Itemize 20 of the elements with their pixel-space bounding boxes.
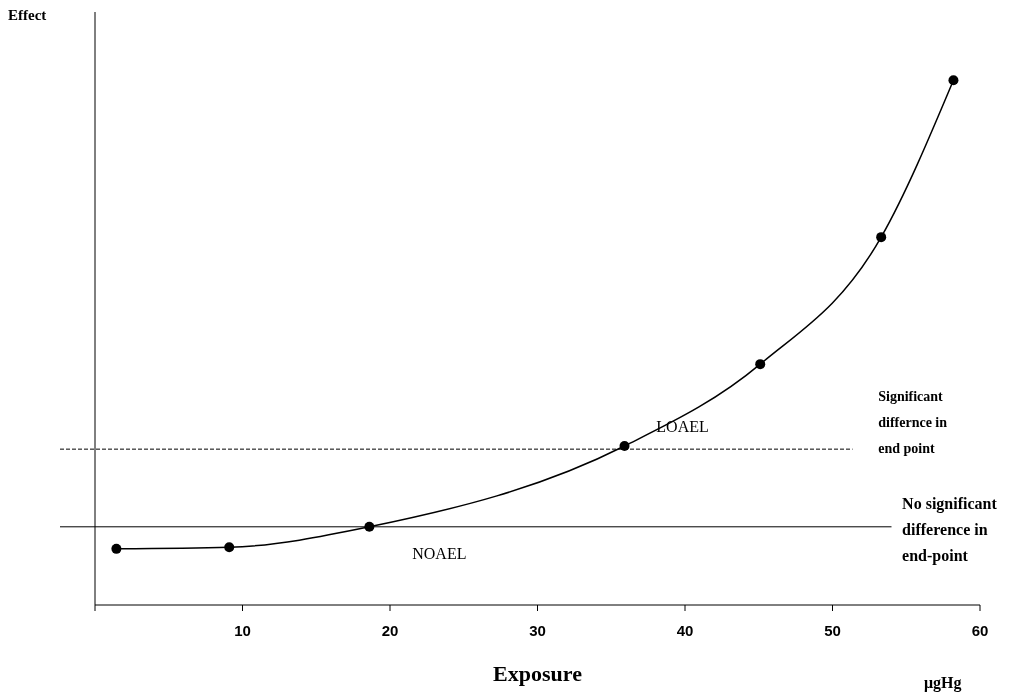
point: [755, 359, 766, 370]
x-tick-label: 60: [971, 621, 989, 639]
text: Effect: [8, 7, 47, 23]
x-tick-label: 20: [381, 621, 399, 639]
ref-line-label: No significant difference in end-point: [902, 494, 998, 565]
annotation: LOAEL: [656, 417, 709, 435]
ref-line-label: Significant differnce in end point: [878, 389, 948, 457]
x-tick-label: 40: [676, 621, 694, 639]
point: [948, 75, 959, 86]
x-axis-title: Exposure: [493, 661, 583, 686]
x-tick-label: 10: [234, 621, 251, 639]
point: [364, 521, 375, 532]
x-tick-label: 50: [824, 621, 841, 639]
annotation: NOAEL: [412, 544, 467, 562]
point: [111, 543, 122, 554]
point: [224, 542, 235, 553]
point: [619, 440, 630, 451]
text: μgHg: [924, 674, 962, 692]
x-tick-label: 30: [529, 621, 546, 639]
point: [876, 232, 887, 243]
